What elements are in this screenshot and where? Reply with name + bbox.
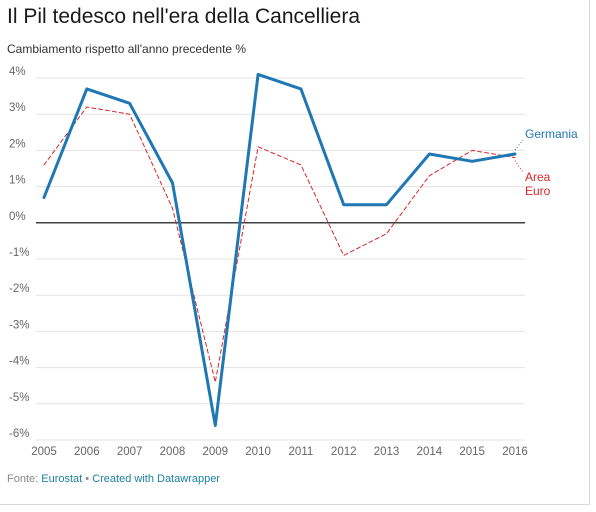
datawrapper-link[interactable]: Created with Datawrapper [92, 473, 220, 485]
chart-card: Il Pil tedesco nell'era della Cancellier… [0, 0, 590, 505]
y-axis-labels: 4% 3% 2% 1% 0% -1% -2% -3% -4% -5% -6% [9, 66, 29, 440]
x-tick-label: 2015 [459, 446, 485, 458]
y-tick-label: -6% [9, 428, 29, 440]
chart-subtitle: Cambiamento rispetto all'anno precedente… [7, 42, 247, 56]
series-line-area-euro [43, 106, 516, 383]
x-tick-label: 2007 [117, 446, 143, 458]
y-tick-label: -3% [9, 319, 29, 331]
y-tick-label: 0% [9, 211, 26, 223]
series-label-germania: Germania [525, 127, 578, 141]
x-tick-label: 2014 [417, 446, 443, 458]
x-tick-label: 2010 [245, 446, 271, 458]
label-connector [514, 139, 524, 151]
y-tick-label: -1% [9, 247, 29, 259]
x-axis-labels: 2005 2006 2007 2008 2009 2010 2011 2012 2013 2014… [31, 446, 528, 458]
y-tick-label: 4% [9, 66, 26, 78]
line-chart: 4%3%2%1%0%-1%-2%-3%-4%-5%-6% 2005 2006 200… [9, 66, 578, 458]
y-tick-label: 3% [9, 102, 26, 114]
series-label-area-euro: Euro [525, 184, 551, 198]
x-tick-label: 2016 [502, 446, 528, 458]
label-connector [514, 160, 524, 173]
x-tick-label: 2012 [331, 446, 357, 458]
y-tick-label: -4% [9, 356, 29, 368]
y-tick-label: 2% [9, 138, 26, 150]
footer-separator: • [82, 473, 93, 485]
series-label-area-euro: Area [525, 170, 551, 184]
x-tick-label: 2008 [160, 446, 186, 458]
x-tick-label: 2009 [202, 446, 228, 458]
x-tick-label: 2006 [74, 446, 100, 458]
footer-prefix: Fonte: [7, 473, 42, 485]
x-tick-label: 2013 [374, 446, 400, 458]
chart-title: Il Pil tedesco nell'era della Cancellier… [7, 5, 361, 28]
y-tick-label: 1% [9, 175, 26, 187]
x-tick-label: 2005 [31, 446, 57, 458]
y-tick-label: -5% [9, 392, 29, 404]
source-link[interactable]: Eurostat [41, 473, 83, 485]
gridlines [36, 77, 525, 441]
series-line-germania [42, 72, 517, 427]
x-tick-label: 2011 [289, 446, 314, 458]
y-tick-label: -2% [9, 283, 29, 295]
chart-footer: Fonte: Eurostat • Created with Datawrapp… [7, 473, 220, 485]
series-lines [42, 72, 517, 427]
